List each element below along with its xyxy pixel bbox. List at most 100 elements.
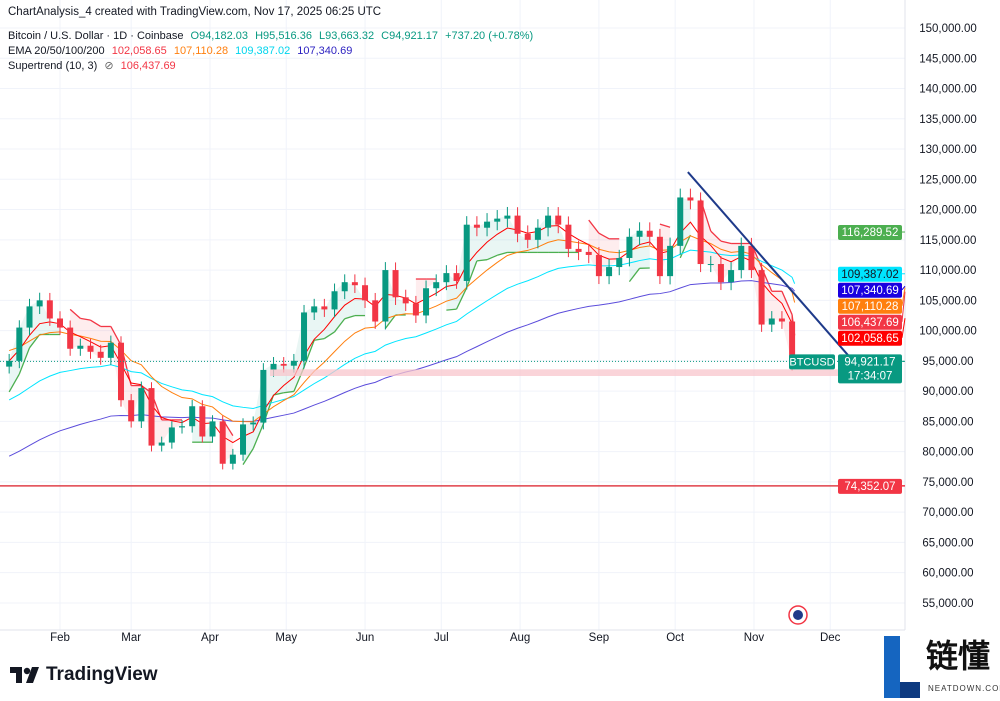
candle-body	[260, 369, 267, 423]
price-label-text: 74,352.07	[844, 481, 895, 493]
supertrend-segment	[486, 254, 498, 261]
candle-body	[118, 342, 125, 401]
candle-body	[280, 363, 287, 366]
x-tick-label: Sep	[589, 632, 609, 644]
tradingview-logo[interactable]: TradingView	[10, 664, 158, 686]
supertrend-segment	[334, 318, 346, 333]
price-label-text: 116,289.52	[842, 227, 899, 239]
candle-body	[595, 254, 602, 277]
y-tick-label: 75,000.00	[922, 477, 973, 489]
candle-body	[433, 282, 440, 289]
ema-legend[interactable]: EMA 20/50/100/200 102,058.65 107,110.28 …	[8, 45, 356, 58]
candle-body	[331, 291, 338, 310]
supertrend-segment	[476, 259, 488, 262]
price-label-text: 102,058.65	[841, 333, 899, 345]
supertrend-segment	[303, 340, 315, 368]
candle-body	[250, 422, 257, 425]
y-tick-label: 130,000.00	[919, 144, 977, 156]
x-tick-label: Apr	[201, 632, 219, 644]
candle-body	[717, 264, 724, 283]
supertrend-segment	[710, 230, 722, 242]
open-value: O94,182.03	[190, 30, 249, 42]
supertrend-fill	[354, 285, 366, 316]
x-tick-label: Dec	[820, 632, 841, 644]
x-tick-label: Feb	[50, 632, 70, 644]
supertrend-label: Supertrend (10, 3)	[8, 60, 98, 72]
y-tick-label: 120,000.00	[919, 205, 977, 217]
candle-body	[484, 221, 491, 228]
supertrend-segment	[588, 219, 600, 234]
price-label-text: 106,437.69	[841, 317, 899, 329]
hidden-eye-icon[interactable]: ⊘	[104, 60, 114, 72]
candle-body	[524, 233, 531, 240]
candle-body	[473, 224, 480, 228]
last-price-badge	[838, 354, 902, 384]
x-tick-label: Nov	[744, 632, 765, 644]
last-price-text: 94,921.17	[844, 356, 895, 368]
price-label-badge	[838, 314, 902, 330]
supertrend-segment	[242, 448, 254, 465]
x-tick-label: Oct	[666, 632, 685, 644]
y-tick-label: 150,000.00	[919, 23, 977, 35]
price-label-pointer	[901, 285, 906, 291]
candle-body	[189, 406, 196, 427]
candle-body	[626, 236, 633, 258]
y-tick-label: 125,000.00	[919, 174, 977, 186]
candle-body	[463, 224, 470, 281]
candle-body	[209, 421, 216, 437]
candle-body	[311, 306, 318, 313]
candle-body	[362, 285, 369, 301]
supertrend-segment	[8, 373, 20, 393]
candle-body	[301, 312, 308, 361]
candle-body	[87, 345, 94, 352]
y-tick-label: 55,000.00	[922, 598, 973, 610]
symbol-legend: Bitcoin / U.S. Dollar · 1D · Coinbase O9…	[8, 30, 537, 43]
watermark-subtext: NEATDOWN.COM	[928, 684, 1000, 693]
candle-body	[97, 351, 104, 358]
change-value: +737.20 (+0.78%)	[445, 30, 534, 42]
brand-name: TradingView	[46, 664, 158, 685]
candle-body	[341, 282, 348, 292]
candle-body	[778, 318, 785, 322]
price-label-text: 107,340.69	[841, 285, 899, 297]
candle-body	[748, 245, 755, 271]
x-tick-label: Jul	[434, 632, 449, 644]
price-label-badge	[838, 298, 902, 314]
candle-body	[240, 424, 247, 455]
symbol-name[interactable]: Bitcoin / U.S. Dollar · 1D · Coinbase	[8, 30, 184, 42]
supertrend-segment	[110, 326, 122, 346]
candle-body	[382, 270, 389, 322]
supertrend-fill	[771, 291, 782, 322]
supertrend-fill	[395, 297, 406, 315]
ema-label: EMA 20/50/100/200	[8, 45, 105, 57]
supertrend-segment	[344, 314, 356, 320]
candle-body	[738, 245, 745, 271]
symbol-badge	[789, 354, 835, 370]
candle-body	[656, 236, 663, 277]
high-value: H95,516.36	[255, 30, 312, 42]
candle-body	[67, 327, 74, 349]
supertrend-fill	[476, 221, 488, 261]
candle-body	[392, 270, 399, 298]
supertrend-segment	[455, 287, 468, 310]
candle-body	[728, 270, 735, 283]
candle-body	[565, 224, 572, 249]
ema100-value: 109,387.02	[235, 45, 291, 57]
watermark-text: 链懂	[926, 638, 991, 674]
candle-body	[138, 388, 145, 422]
supertrend-segment	[80, 317, 91, 321]
y-tick-label: 90,000.00	[922, 386, 973, 398]
supertrend-legend[interactable]: Supertrend (10, 3) ⊘ 106,437.69	[8, 60, 180, 73]
candle-body	[36, 300, 43, 307]
candle-body	[758, 270, 765, 325]
neatdown-watermark: 链懂 NEATDOWN.COM	[882, 634, 1000, 700]
candle-body	[6, 360, 13, 367]
candle-body	[148, 388, 155, 446]
y-tick-label: 85,000.00	[922, 416, 973, 428]
supertrend-segment	[446, 308, 457, 311]
candle-body	[534, 227, 541, 240]
candle-body	[270, 363, 277, 370]
x-tick-label: Aug	[510, 632, 530, 644]
y-tick-label: 145,000.00	[919, 53, 977, 65]
